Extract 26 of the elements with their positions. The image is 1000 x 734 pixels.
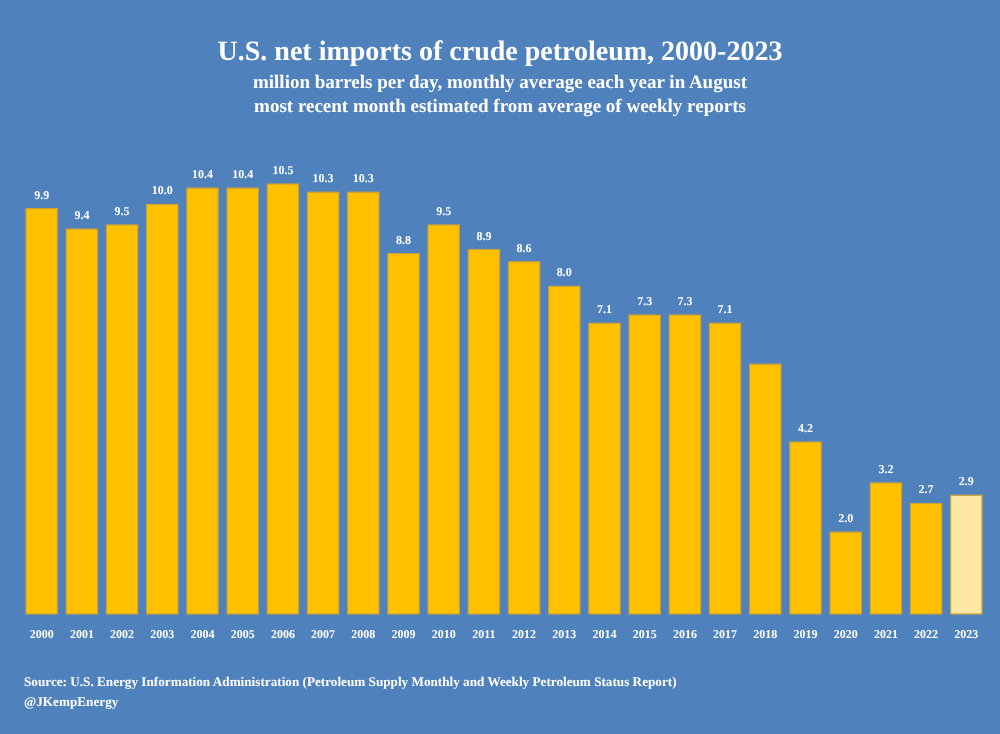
bar [306,191,340,615]
bar [65,228,99,615]
bar [25,207,58,615]
bar [266,183,300,615]
bar [708,322,742,615]
bar [467,248,501,615]
chart-subtitle: million barrels per day, monthly average each year in August most recent month estimated from average of weekly reports [252,74,749,118]
bar [146,203,179,615]
bar [226,187,259,615]
bar [507,261,541,615]
bar [628,314,661,615]
bar [749,363,782,615]
bar [105,224,139,615]
bar [427,224,460,615]
chart-title: U.S. net imports of crude petroleum, 2000-2023 [217,38,783,68]
bar [387,253,420,615]
bar [588,322,621,615]
bar [186,187,219,615]
bar [909,502,943,615]
bar [548,285,581,615]
bar [829,531,862,615]
bar [668,314,702,615]
bar [347,191,380,615]
bar [789,441,822,615]
bar [950,494,983,615]
bar [869,482,903,615]
